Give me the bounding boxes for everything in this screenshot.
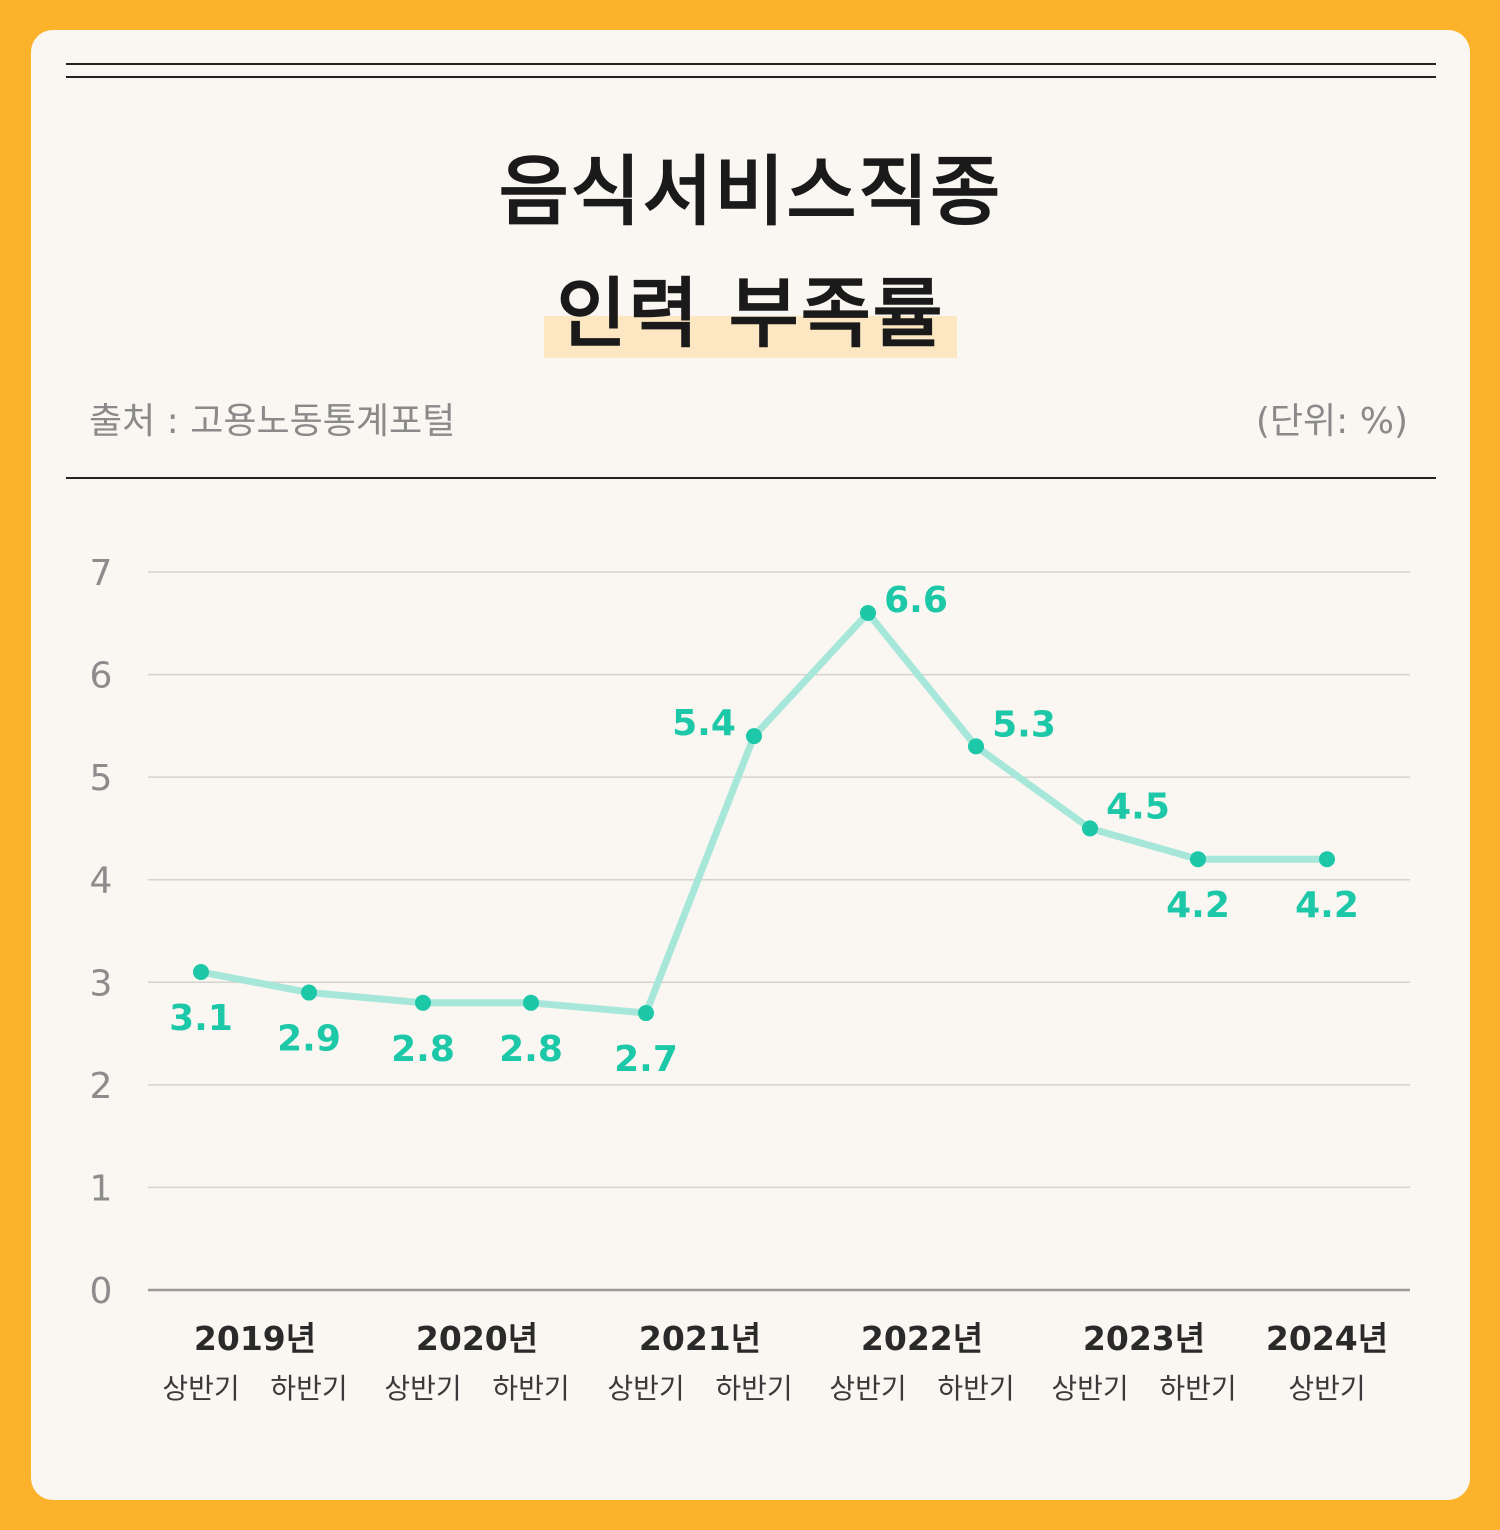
data-point	[968, 738, 984, 755]
data-label: 2.8	[391, 1029, 455, 1070]
y-tick-label: 5	[90, 758, 113, 799]
data-label: 2.8	[499, 1029, 563, 1070]
data-label: 3.1	[169, 998, 233, 1039]
data-label: 2.7	[614, 1039, 678, 1080]
x-year-label: 2024년	[1266, 1319, 1388, 1358]
x-year-label: 2020년	[416, 1319, 538, 1358]
data-point	[193, 964, 209, 981]
chart-card: 음식서비스직종 인력 부족률 출처 : 고용노동통계포털 (단위: %)	[31, 30, 1470, 1500]
data-label: 2.9	[277, 1019, 341, 1060]
x-year-label: 2022년	[861, 1319, 983, 1358]
x-tick-label: 하반기	[715, 1372, 792, 1405]
x-year-label: 2021년	[639, 1319, 761, 1358]
x-tick-label: 상반기	[829, 1372, 906, 1405]
x-year-label: 2019년	[194, 1319, 316, 1358]
x-year-label: 2023년	[1083, 1319, 1205, 1358]
y-tick-label: 0	[90, 1271, 113, 1312]
x-tick-label: 상반기	[1051, 1372, 1128, 1405]
data-point	[1319, 851, 1335, 868]
data-point	[638, 1005, 654, 1022]
x-tick-label: 하반기	[270, 1372, 347, 1405]
x-tick-label: 상반기	[607, 1372, 684, 1405]
data-label: 4.2	[1295, 885, 1359, 926]
x-tick-label: 상반기	[162, 1372, 239, 1405]
data-label: 4.2	[1166, 885, 1230, 926]
data-label: 4.5	[1106, 786, 1170, 827]
unit-note: (단위: %)	[1255, 401, 1408, 442]
data-point	[746, 728, 762, 745]
data-point	[1082, 820, 1098, 837]
y-tick-label: 4	[90, 861, 113, 902]
y-tick-label: 1	[90, 1168, 113, 1209]
chart-subtitle: 인력 부족률	[544, 252, 957, 362]
header-divider	[66, 477, 1436, 479]
data-point	[523, 994, 539, 1011]
data-point	[860, 605, 876, 622]
source-note: 출처 : 고용노동통계포털	[89, 401, 456, 442]
top-double-rule-lower	[66, 76, 1436, 78]
y-tick-label: 3	[90, 963, 113, 1004]
data-point	[301, 984, 317, 1001]
x-tick-label: 상반기	[384, 1372, 461, 1405]
data-label: 5.4	[672, 703, 736, 744]
y-tick-label: 6	[90, 656, 113, 697]
x-tick-label: 하반기	[492, 1372, 569, 1405]
chart-title: 음식서비스직종	[498, 147, 1003, 236]
data-label: 6.6	[884, 580, 948, 621]
y-tick-label: 2	[90, 1066, 113, 1107]
y-tick-label: 7	[90, 553, 113, 594]
top-double-rule-upper	[66, 63, 1436, 65]
x-tick-label: 하반기	[1159, 1372, 1236, 1405]
x-tick-label: 상반기	[1288, 1372, 1365, 1405]
data-point	[415, 994, 431, 1011]
data-label: 5.3	[992, 704, 1056, 745]
data-point	[1190, 851, 1206, 868]
x-tick-label: 하반기	[937, 1372, 1014, 1405]
